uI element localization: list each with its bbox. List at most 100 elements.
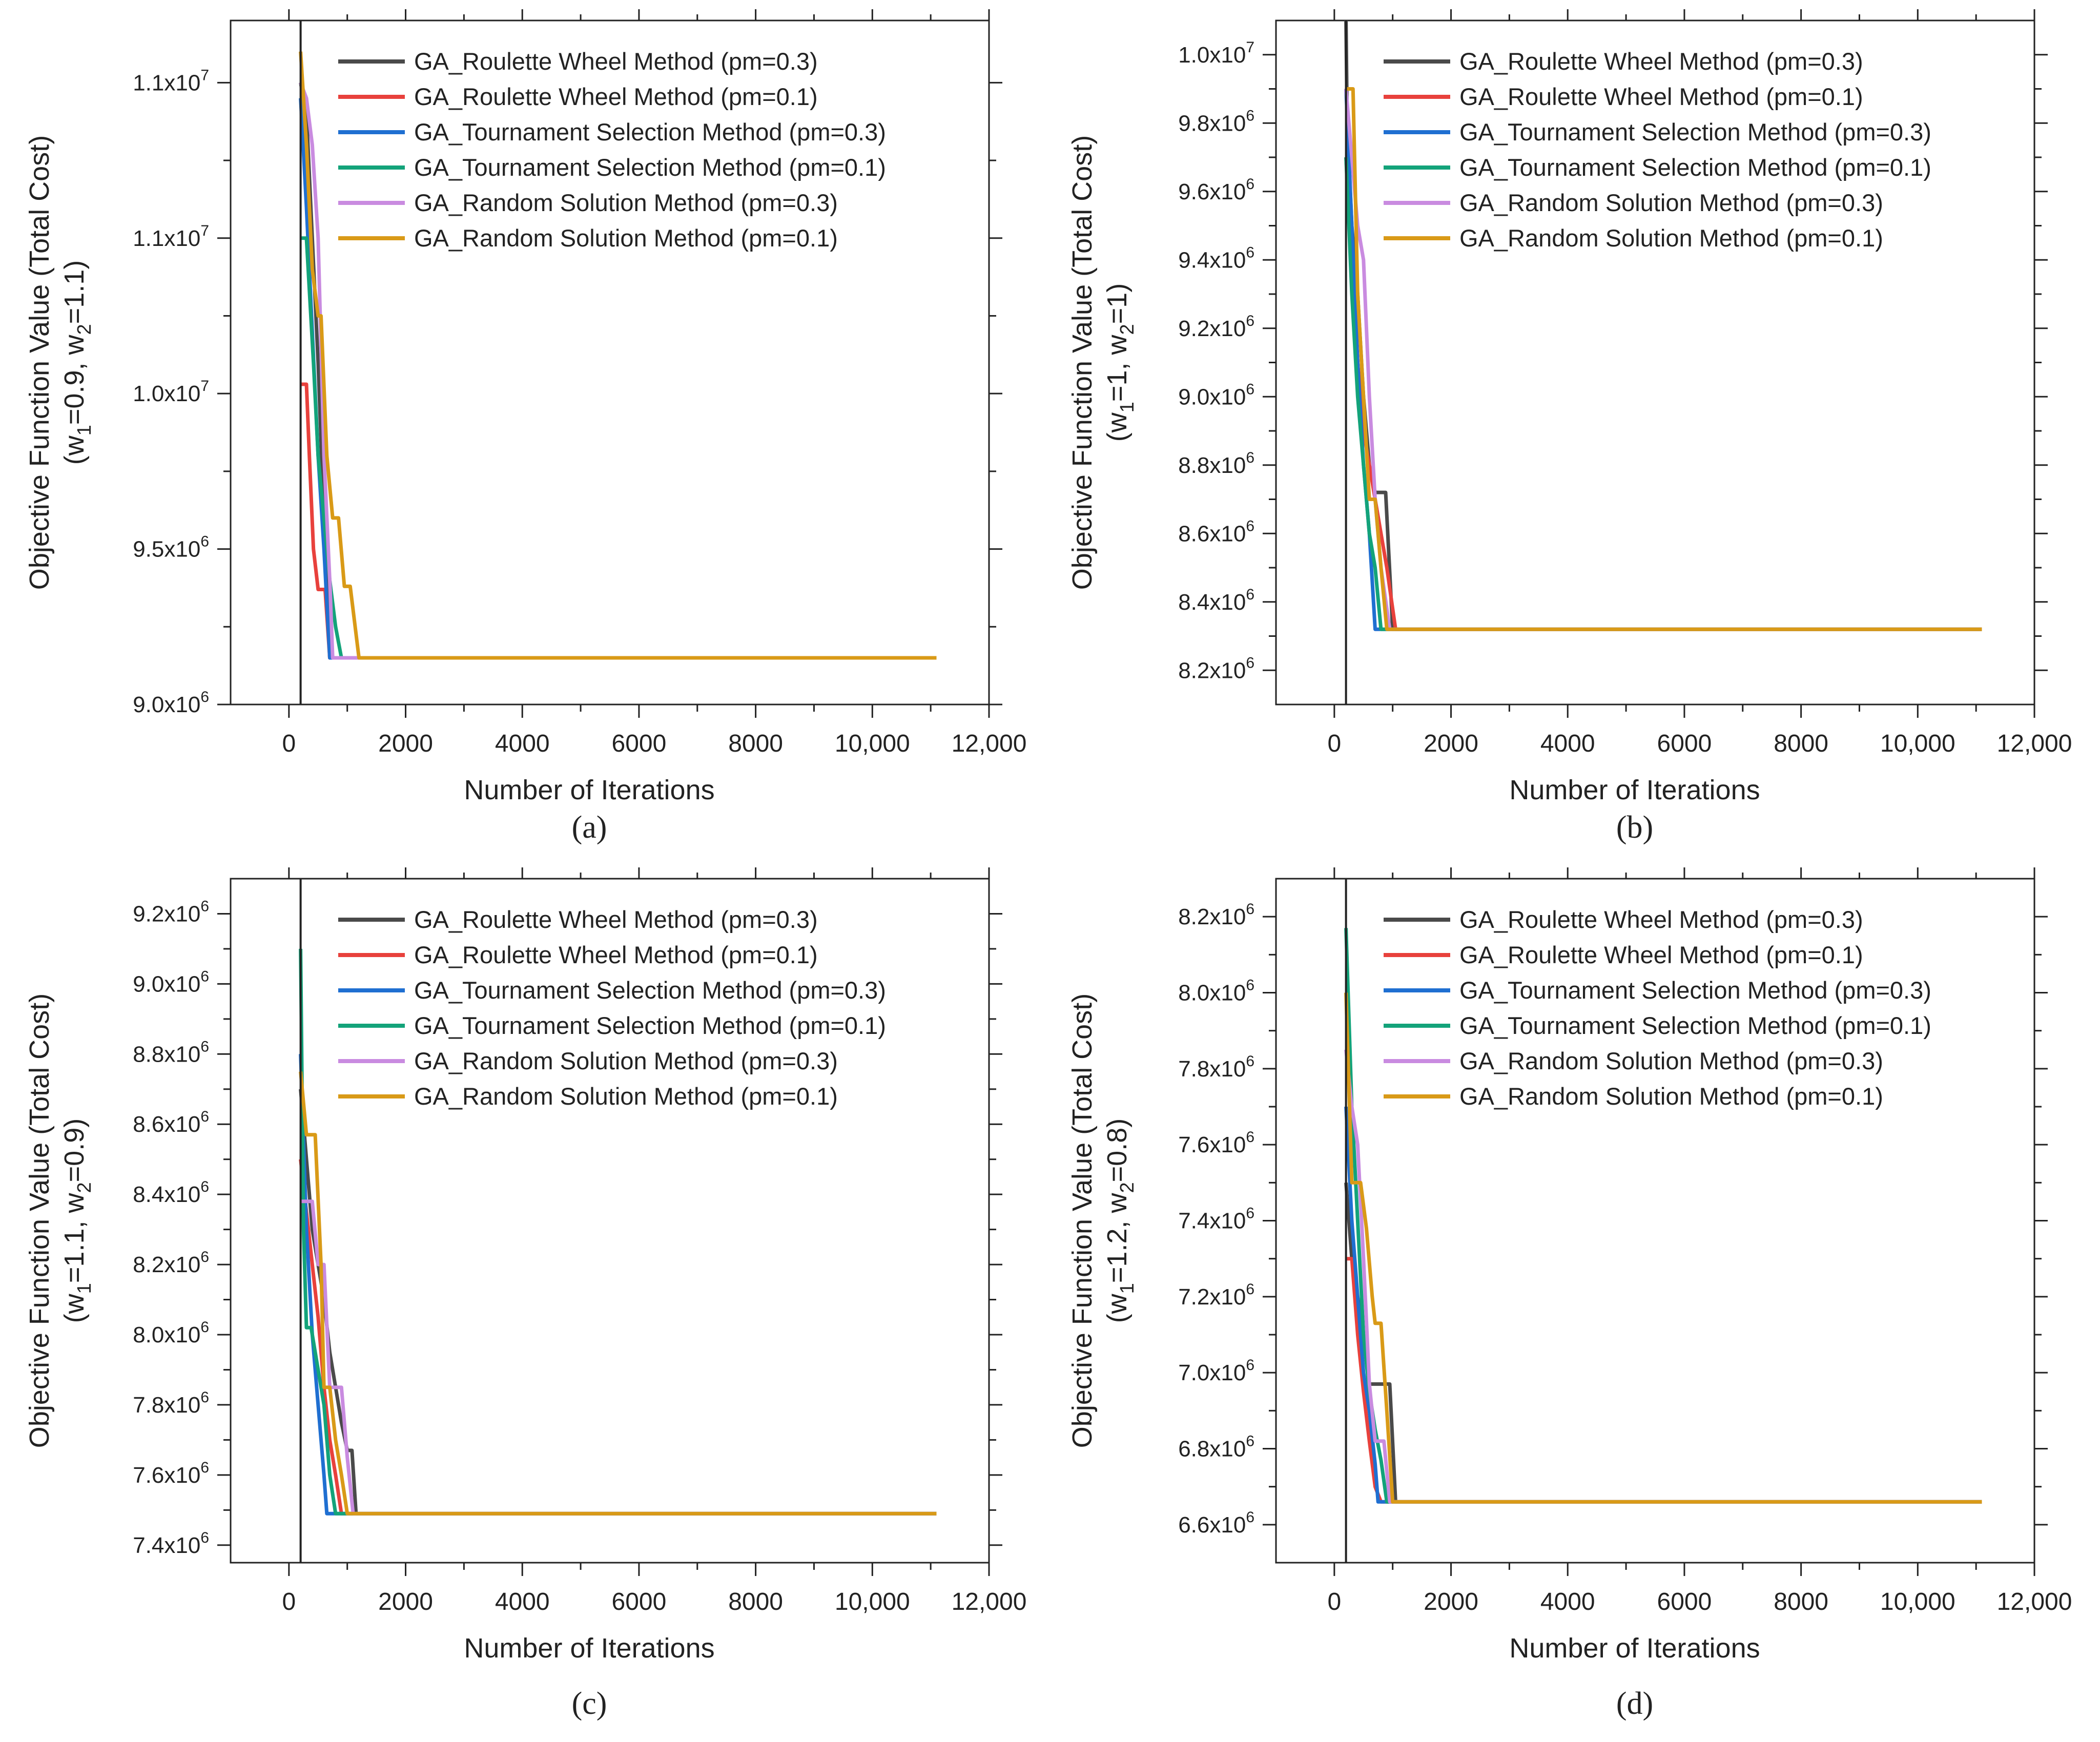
legend-label-4: GA_Tournament Selection Method (pm=0.1) — [1459, 154, 1931, 181]
legend: GA_Roulette Wheel Method (pm=0.3) GA_Roul… — [338, 906, 886, 1110]
y-tick-label: 7.2x106 — [1178, 1281, 1254, 1310]
legend-label-1: GA_Roulette Wheel Method (pm=0.3) — [1459, 48, 1863, 75]
legend-label-3: GA_Tournament Selection Method (pm=0.3) — [1459, 118, 1931, 146]
panel-caption: (d) — [1616, 1686, 1653, 1721]
legend-label-6: GA_Random Solution Method (pm=0.1) — [414, 1083, 838, 1110]
legend-label-6: GA_Random Solution Method (pm=0.1) — [1459, 1083, 1883, 1110]
x-tick-label: 2000 — [378, 730, 433, 757]
y-tick-label: 8.4x106 — [1178, 586, 1254, 615]
legend-label-2: GA_Roulette Wheel Method (pm=0.1) — [414, 941, 818, 968]
chart-panel-3: 0 2000 4000 6000 8000 10,000 12,000 7.4x106 7.6x… — [24, 867, 1026, 1721]
series-line-2 — [300, 382, 937, 660]
y-axis-weights-label: (w1=1.2, w2=0.8) — [1102, 1118, 1138, 1323]
x-tick-label: 0 — [1327, 730, 1341, 757]
x-tick-label: 10,000 — [1880, 1588, 1955, 1615]
x-tick-label: 12,000 — [1997, 730, 2072, 757]
series-line-3 — [299, 98, 937, 660]
y-tick-label: 8.8x106 — [1178, 449, 1254, 478]
x-tick-label: 8000 — [728, 730, 783, 757]
x-axis-label: Number of Iterations — [464, 775, 714, 805]
y-tick-label: 9.8x106 — [1178, 107, 1254, 136]
x-tick-label: 4000 — [495, 1588, 550, 1615]
legend-label-6: GA_Random Solution Method (pm=0.1) — [1459, 224, 1883, 252]
legend-label-3: GA_Tournament Selection Method (pm=0.3) — [1459, 977, 1931, 1004]
legend: GA_Roulette Wheel Method (pm=0.3) GA_Roul… — [338, 48, 886, 252]
y-tick-label: 1.1x107 — [133, 67, 209, 95]
y-tick-label: 8.8x106 — [133, 1038, 209, 1067]
y-tick-label: 9.4x106 — [1178, 244, 1254, 273]
x-tick-label: 12,000 — [952, 1588, 1027, 1615]
y-tick-label: 7.6x106 — [133, 1459, 209, 1488]
x-tick-label: 12,000 — [952, 730, 1027, 757]
panel-caption: (a) — [572, 810, 607, 845]
plot-frame — [230, 19, 990, 706]
y-tick-label: 9.0x106 — [133, 689, 209, 717]
x-axis-label: Number of Iterations — [1509, 775, 1760, 805]
y-tick-label: 1.1x107 — [133, 222, 209, 251]
series-line-4 — [1344, 157, 1982, 631]
chart-panel-1: 0 2000 4000 6000 8000 10,000 12,000 9.0x106 9.5x… — [24, 9, 1026, 845]
legend-label-5: GA_Random Solution Method (pm=0.3) — [1459, 189, 1883, 216]
x-axis-label: Number of Iterations — [1509, 1633, 1760, 1664]
x-axis-label: Number of Iterations — [464, 1633, 714, 1664]
legend-label-3: GA_Tournament Selection Method (pm=0.3) — [414, 118, 886, 146]
series-line-2 — [299, 1159, 937, 1516]
y-tick-label: 8.0x106 — [1178, 977, 1254, 1006]
y-axis-weights-label: (w1=0.9, w2=1.1) — [59, 260, 95, 465]
x-tick-label: 0 — [1327, 1588, 1341, 1615]
legend-label-4: GA_Tournament Selection Method (pm=0.1) — [414, 1012, 886, 1039]
y-tick-label: 9.2x106 — [1178, 313, 1254, 341]
series-line-5 — [1344, 1049, 1982, 1504]
x-tick-label: 4000 — [1540, 730, 1595, 757]
series-line-5 — [300, 1199, 937, 1516]
y-axis-label: Objective Function Value (Total Cost) — [24, 135, 55, 590]
panel-caption: (b) — [1616, 810, 1653, 845]
y-axis-label: Objective Function Value (Total Cost) — [24, 993, 55, 1448]
series-line-6 — [299, 51, 937, 660]
legend-label-2: GA_Roulette Wheel Method (pm=0.1) — [1459, 941, 1863, 968]
series-line-4 — [300, 236, 937, 660]
series-line-1 — [1344, 1183, 1982, 1504]
series-line-2 — [1346, 1257, 1982, 1504]
chart-panel-2: 0 2000 4000 6000 8000 10,000 12,000 8.2x106 8.4x… — [1067, 9, 2072, 845]
legend-label-2: GA_Roulette Wheel Method (pm=0.1) — [1459, 83, 1863, 110]
x-tick-label: 8000 — [728, 1588, 783, 1615]
series-line-4 — [299, 948, 937, 1516]
y-axis-weights-label: (w1=1.1, w2=0.9) — [59, 1118, 95, 1323]
x-tick-label: 8000 — [1774, 730, 1828, 757]
legend-label-3: GA_Tournament Selection Method (pm=0.3) — [414, 977, 886, 1004]
y-axis-weights-label: (w1=1, w2=1) — [1102, 283, 1138, 442]
series-line-3 — [299, 1054, 937, 1516]
series-line-6 — [1346, 87, 1982, 631]
legend-label-1: GA_Roulette Wheel Method (pm=0.3) — [414, 906, 818, 933]
x-tick-label: 0 — [282, 730, 296, 757]
x-tick-label: 6000 — [1657, 730, 1712, 757]
y-tick-label: 7.0x106 — [1178, 1357, 1254, 1385]
y-tick-label: 9.0x106 — [133, 968, 209, 997]
x-tick-label: 2000 — [378, 1588, 433, 1615]
x-tick-label: 0 — [282, 1588, 296, 1615]
x-tick-label: 12,000 — [1997, 1588, 2072, 1615]
series-line-5 — [299, 82, 937, 660]
legend-label-1: GA_Roulette Wheel Method (pm=0.3) — [414, 48, 818, 75]
y-axis-label: Objective Function Value (Total Cost) — [1067, 135, 1098, 590]
y-tick-label: 8.6x106 — [1178, 517, 1254, 546]
y-tick-label: 7.4x106 — [133, 1529, 209, 1558]
x-tick-label: 4000 — [1540, 1588, 1595, 1615]
series-line-3 — [1344, 1106, 1982, 1504]
y-tick-label: 8.4x106 — [133, 1178, 209, 1207]
x-tick-label: 8000 — [1774, 1588, 1828, 1615]
x-tick-label: 6000 — [1657, 1588, 1712, 1615]
y-tick-label: 1.0x107 — [1178, 39, 1254, 68]
legend-label-5: GA_Random Solution Method (pm=0.3) — [414, 189, 838, 216]
x-tick-label: 10,000 — [1880, 730, 1955, 757]
y-tick-label: 7.4x106 — [1178, 1205, 1254, 1234]
legend-label-1: GA_Roulette Wheel Method (pm=0.3) — [1459, 906, 1863, 933]
legend: GA_Roulette Wheel Method (pm=0.3) GA_Roul… — [1384, 48, 1931, 252]
y-tick-label: 8.2x106 — [1178, 654, 1254, 683]
y-tick-label: 1.0x107 — [133, 378, 209, 406]
y-tick-label: 7.8x106 — [133, 1389, 209, 1418]
legend-label-6: GA_Random Solution Method (pm=0.1) — [414, 224, 838, 252]
series-line-6 — [299, 1071, 937, 1516]
x-tick-label: 4000 — [495, 730, 550, 757]
